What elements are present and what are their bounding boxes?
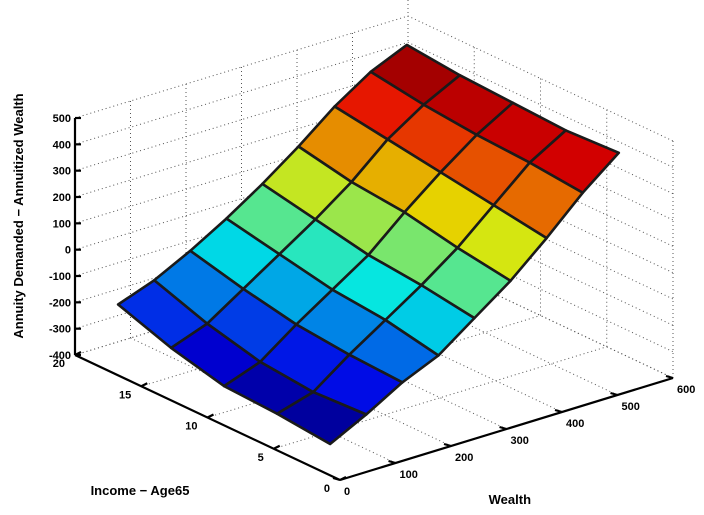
z-tick-label: 0 [65, 245, 71, 257]
x-tick-label: 300 [511, 435, 529, 447]
x-tick-label: 100 [400, 469, 418, 481]
y-tick-mark [140, 382, 148, 388]
z-tick-label: -200 [49, 297, 71, 309]
x-tick-mark [332, 476, 341, 482]
grid-line [130, 337, 396, 464]
z-axis-label: Annuity Demanded − Annuitized Wealth [11, 93, 26, 338]
y-tick-label: 5 [258, 452, 264, 464]
x-tick-label: 200 [455, 452, 473, 464]
x-tick-label: 0 [344, 486, 350, 498]
x-tick-mark [443, 442, 452, 448]
y-tick-mark [273, 444, 281, 450]
surface [116, 43, 621, 446]
y-axis-label: Income − Age65 [91, 483, 190, 498]
z-tick-label: 100 [53, 218, 71, 230]
y-tick-label: 0 [324, 483, 330, 495]
grid-line [74, 41, 674, 168]
z-tick-label: 300 [53, 166, 71, 178]
y-tick-label: 10 [185, 421, 197, 433]
y-tick-label: 20 [53, 358, 65, 370]
axes [73, 116, 674, 482]
x-tick-mark [388, 459, 396, 465]
x-tick-mark [665, 374, 674, 380]
x-tick-mark [610, 391, 618, 397]
x-tick-label: 400 [566, 418, 584, 430]
x-tick-mark [554, 408, 563, 414]
x-tick-label: 600 [677, 384, 695, 396]
x-tick-mark [499, 425, 507, 431]
x-axis-label: Wealth [489, 492, 531, 507]
y-tick-label: 15 [119, 389, 131, 401]
y-tick-mark [207, 413, 214, 419]
surface-patch [275, 390, 368, 446]
y-tick-mark [339, 476, 347, 481]
z-tick-label: 500 [53, 113, 71, 125]
z-tick-label: -100 [49, 271, 71, 283]
z-tick-label: -300 [49, 324, 71, 336]
z-tick-label: 200 [53, 192, 71, 204]
x-tick-label: 500 [622, 401, 640, 413]
z-tick-label: 400 [53, 139, 71, 151]
z-tick-label: -400 [49, 350, 71, 362]
tick-labels: 0 100 200 300 400 500 600 0 5 10 15 20-400 -300 -200 -… [49, 113, 695, 498]
